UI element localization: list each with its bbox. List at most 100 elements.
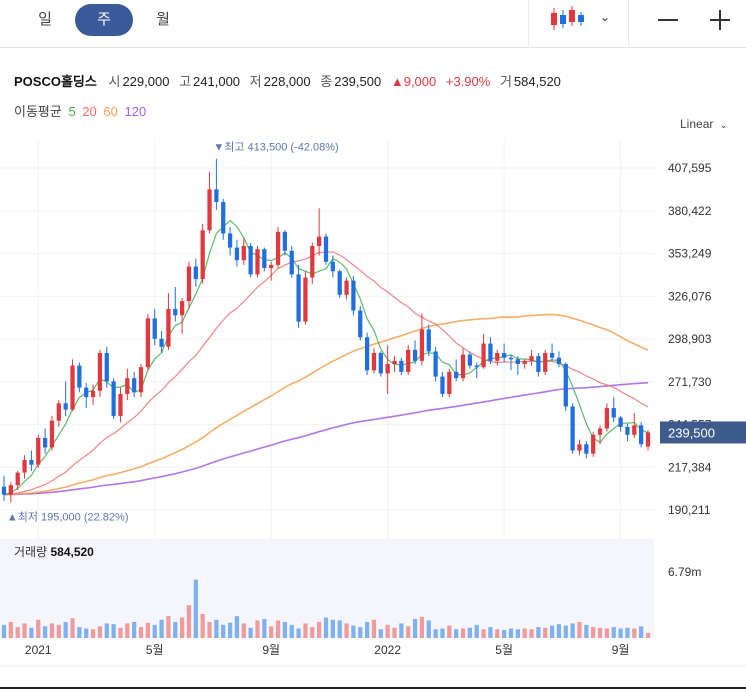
volume-bar [159,619,164,638]
volume-bar [426,620,431,638]
candle [399,360,404,372]
volume-bar [269,626,274,638]
minus-icon [658,19,678,21]
candle [36,437,41,465]
volume-label: 거 [499,74,512,89]
candle [173,308,178,316]
candle [152,318,157,339]
volume-bar [200,613,205,638]
candle [495,353,500,361]
candle [200,230,205,280]
candle [611,408,616,418]
volume-bar [440,628,445,638]
volume-bar [474,624,479,638]
open-label: 시 [108,74,121,89]
volume-bar [111,624,116,638]
candle [625,426,630,435]
candle [426,329,431,352]
volume-bar [1,624,7,638]
candle [138,367,144,393]
zoom-out-button[interactable] [654,6,682,34]
volume-panel-value: 584,520 [50,545,94,559]
volume-bar [248,627,253,638]
volume-bar [29,627,34,638]
candle [502,353,507,358]
volume-bar [193,579,198,638]
volume-bar [90,629,96,638]
volume-bar [207,621,212,638]
volume-bar [584,624,589,638]
volume-bar [515,629,520,638]
volume-bar [639,626,644,638]
volume-bar [645,632,651,638]
ma-label: 이동평균 [14,104,62,119]
candle [454,371,459,379]
chart-type-dropdown[interactable]: ⌄ [540,4,626,36]
volume-bar [495,629,500,638]
volume-bar [125,623,130,638]
x-tick-label: 9월 [612,643,630,657]
volume-bar [42,626,48,638]
price-tick-label: 353,249 [668,247,712,261]
volume-value: 584,520 [513,74,561,89]
candle [618,417,623,427]
moving-average-legend[interactable]: 이동평균 5 20 60 120 [14,101,149,120]
price-tick-label: 217,384 [668,460,712,474]
volume-bar [371,619,377,638]
candle [63,403,68,410]
volume-bar [104,623,109,638]
candle [584,444,589,454]
tab-weekly[interactable]: 주 [75,4,133,36]
volume-bar [323,617,329,638]
candle [84,387,89,398]
candle [419,329,425,361]
volume-bar [604,628,610,638]
volume-bar [227,622,233,638]
zoom-in-button[interactable] [706,6,734,34]
scale-toggle[interactable]: Linear ⌄ [680,117,728,131]
candle [241,246,246,261]
candle [467,354,472,366]
ma-120-line [3,381,649,496]
candlestick-icon [551,6,584,30]
volume-bar [56,624,61,638]
volume-bar [364,621,370,638]
candle [97,353,103,391]
tab-daily[interactable]: 일 [38,11,52,28]
volume-bar [392,627,397,638]
last-price-label: 239,500 [668,425,715,440]
volume-bar [36,619,41,638]
candle [508,357,514,360]
candle [8,485,13,495]
candle [262,249,267,269]
candle [118,393,123,416]
volume-bar [591,627,596,638]
volume-bar [145,622,150,638]
volume-bar [296,628,301,638]
volume-bar [15,627,20,638]
volume-bar [282,621,288,638]
candle [207,189,212,231]
candle [323,236,329,262]
volume-bar [138,627,144,638]
tab-monthly[interactable]: 월 [156,11,170,28]
volume-bar [399,623,404,638]
volume-bar [467,627,472,638]
x-tick-label: 2022 [374,643,401,657]
volume-bar [262,619,267,638]
candle [275,231,281,265]
candle [227,233,233,248]
candle [186,266,192,302]
volume-bar [529,629,534,638]
open-value: 229,000 [122,74,170,89]
change-value: ▲9,000 [390,74,437,89]
candle [591,434,596,454]
volume-bar [536,627,541,638]
volume-bar [22,623,27,638]
candle [310,246,315,278]
candle [447,371,452,394]
volume-bar [241,623,246,638]
volume-bar [49,623,55,638]
candle [412,349,418,361]
